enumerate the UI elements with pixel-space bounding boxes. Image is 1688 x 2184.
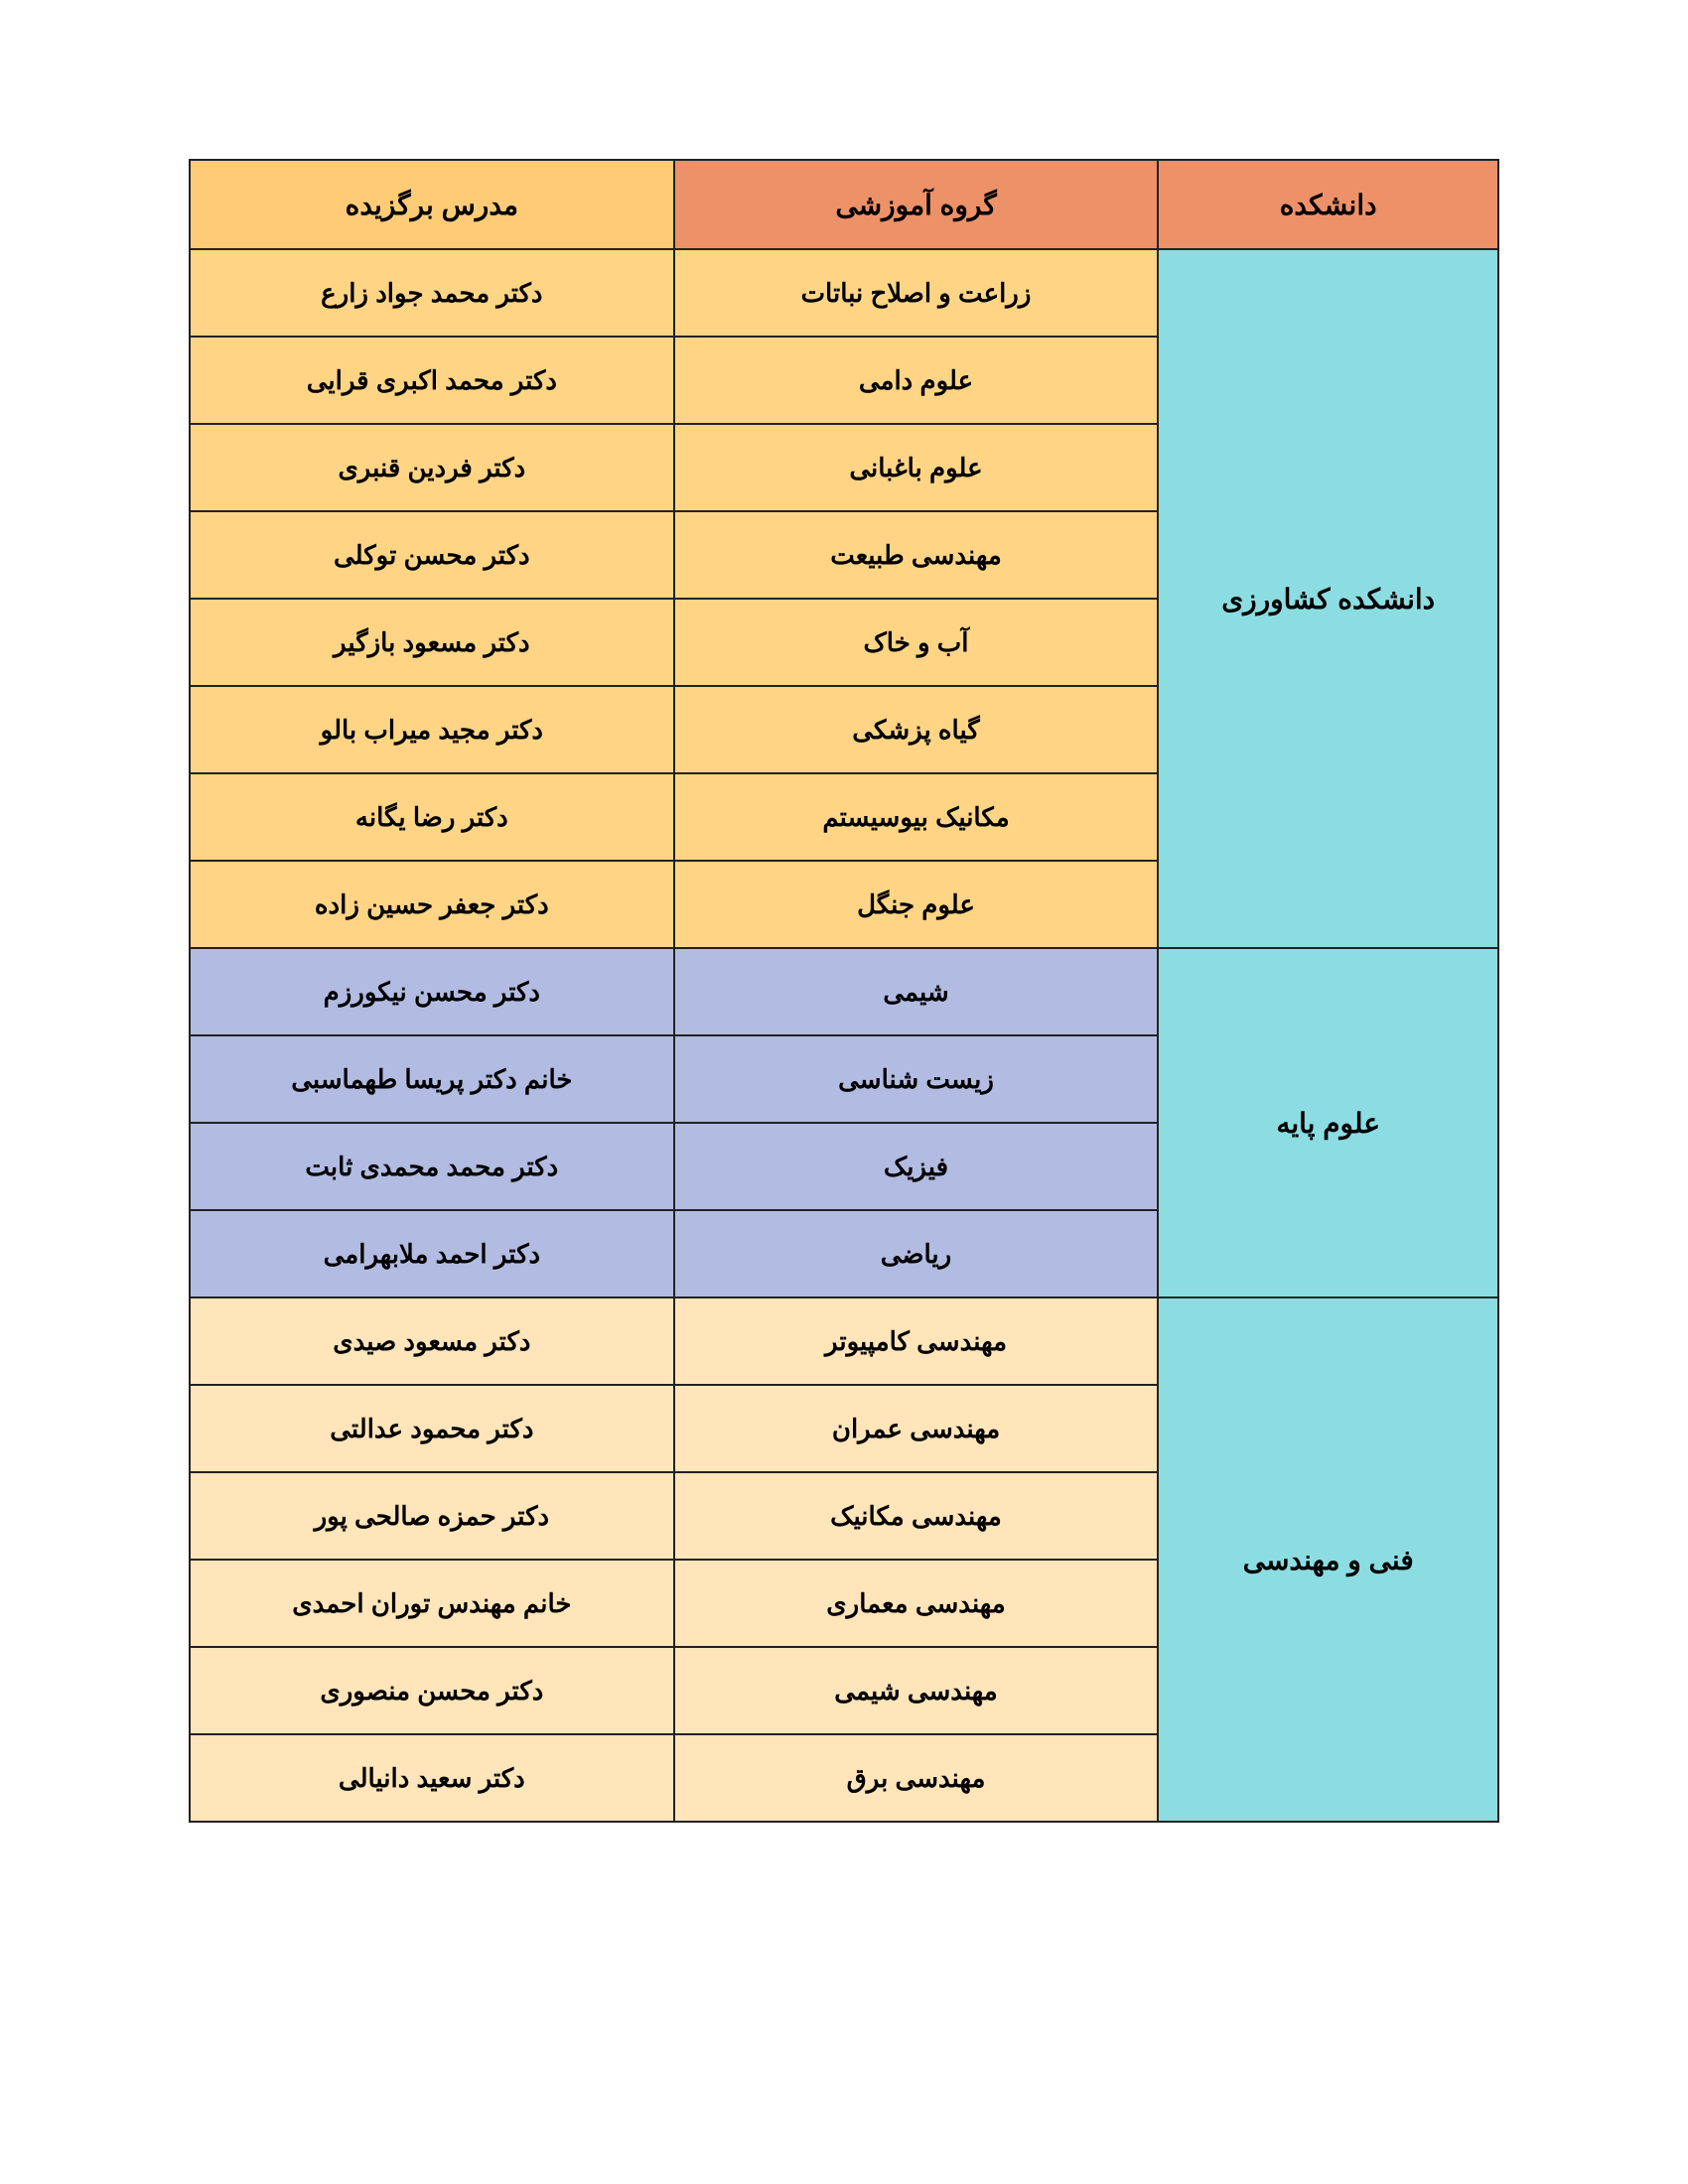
teacher-cell: دکتر احمد ملابهرامی — [190, 1210, 674, 1297]
dept-cell: مهندسی برق — [674, 1734, 1159, 1822]
teacher-cell: دکتر محمد محمدی ثابت — [190, 1123, 674, 1210]
teacher-cell: دکتر مجید میراب بالو — [190, 686, 674, 773]
dept-cell: شیمی — [674, 948, 1159, 1035]
teacher-cell: دکتر محمود عدالتی — [190, 1385, 674, 1472]
dept-cell: زیست شناسی — [674, 1035, 1159, 1123]
dept-cell: زراعت و اصلاح نباتات — [674, 249, 1159, 337]
table-header-row: دانشکده گروه آموزشی مدرس برگزیده — [190, 160, 1498, 249]
dept-cell: مکانیک بیوسیستم — [674, 773, 1159, 861]
dept-cell: گیاه پزشکی — [674, 686, 1159, 773]
dept-cell: مهندسی طبیعت — [674, 511, 1159, 599]
dept-cell: علوم باغبانی — [674, 424, 1159, 511]
dept-cell: مهندسی معماری — [674, 1560, 1159, 1647]
table-body: دانشکده کشاورزیزراعت و اصلاح نباتاتدکتر … — [190, 249, 1498, 1822]
header-teacher: مدرس برگزیده — [190, 160, 674, 249]
dept-cell: ریاضی — [674, 1210, 1159, 1297]
header-dept: گروه آموزشی — [674, 160, 1159, 249]
teacher-cell: دکتر حمزه صالحی پور — [190, 1472, 674, 1560]
teacher-cell: دکتر محمد جواد زارع — [190, 249, 674, 337]
dept-cell: علوم دامی — [674, 337, 1159, 424]
dept-cell: مهندسی کامپیوتر — [674, 1297, 1159, 1385]
dept-cell: فیزیک — [674, 1123, 1159, 1210]
teacher-cell: دکتر فردین قنبری — [190, 424, 674, 511]
teacher-cell: خانم مهندس توران احمدی — [190, 1560, 674, 1647]
faculty-teachers-table: دانشکده گروه آموزشی مدرس برگزیده دانشکده… — [189, 159, 1499, 1823]
dept-cell: علوم جنگل — [674, 861, 1159, 948]
table-row: دانشکده کشاورزیزراعت و اصلاح نباتاتدکتر … — [190, 249, 1498, 337]
teacher-cell: دکتر محسن توکلی — [190, 511, 674, 599]
teacher-cell: دکتر محسن منصوری — [190, 1647, 674, 1734]
teacher-cell: دکتر محسن نیکورزم — [190, 948, 674, 1035]
teacher-cell: دکتر محمد اکبری قرایی — [190, 337, 674, 424]
teacher-cell: دکتر رضا یگانه — [190, 773, 674, 861]
teacher-cell: خانم دکتر پریسا طهماسبی — [190, 1035, 674, 1123]
teacher-cell: دکتر جعفر حسین زاده — [190, 861, 674, 948]
teacher-cell: دکتر مسعود بازگیر — [190, 599, 674, 686]
faculty-cell: علوم پایه — [1158, 948, 1498, 1297]
teacher-cell: دکتر سعید دانیالی — [190, 1734, 674, 1822]
header-faculty: دانشکده — [1158, 160, 1498, 249]
faculty-cell: دانشکده کشاورزی — [1158, 249, 1498, 948]
dept-cell: مهندسی مکانیک — [674, 1472, 1159, 1560]
table-row: علوم پایهشیمیدکتر محسن نیکورزم — [190, 948, 1498, 1035]
faculty-cell: فنی و مهندسی — [1158, 1297, 1498, 1822]
dept-cell: مهندسی شیمی — [674, 1647, 1159, 1734]
teacher-cell: دکتر مسعود صیدی — [190, 1297, 674, 1385]
dept-cell: مهندسی عمران — [674, 1385, 1159, 1472]
table-row: فنی و مهندسیمهندسی کامپیوتردکتر مسعود صی… — [190, 1297, 1498, 1385]
dept-cell: آب و خاک — [674, 599, 1159, 686]
